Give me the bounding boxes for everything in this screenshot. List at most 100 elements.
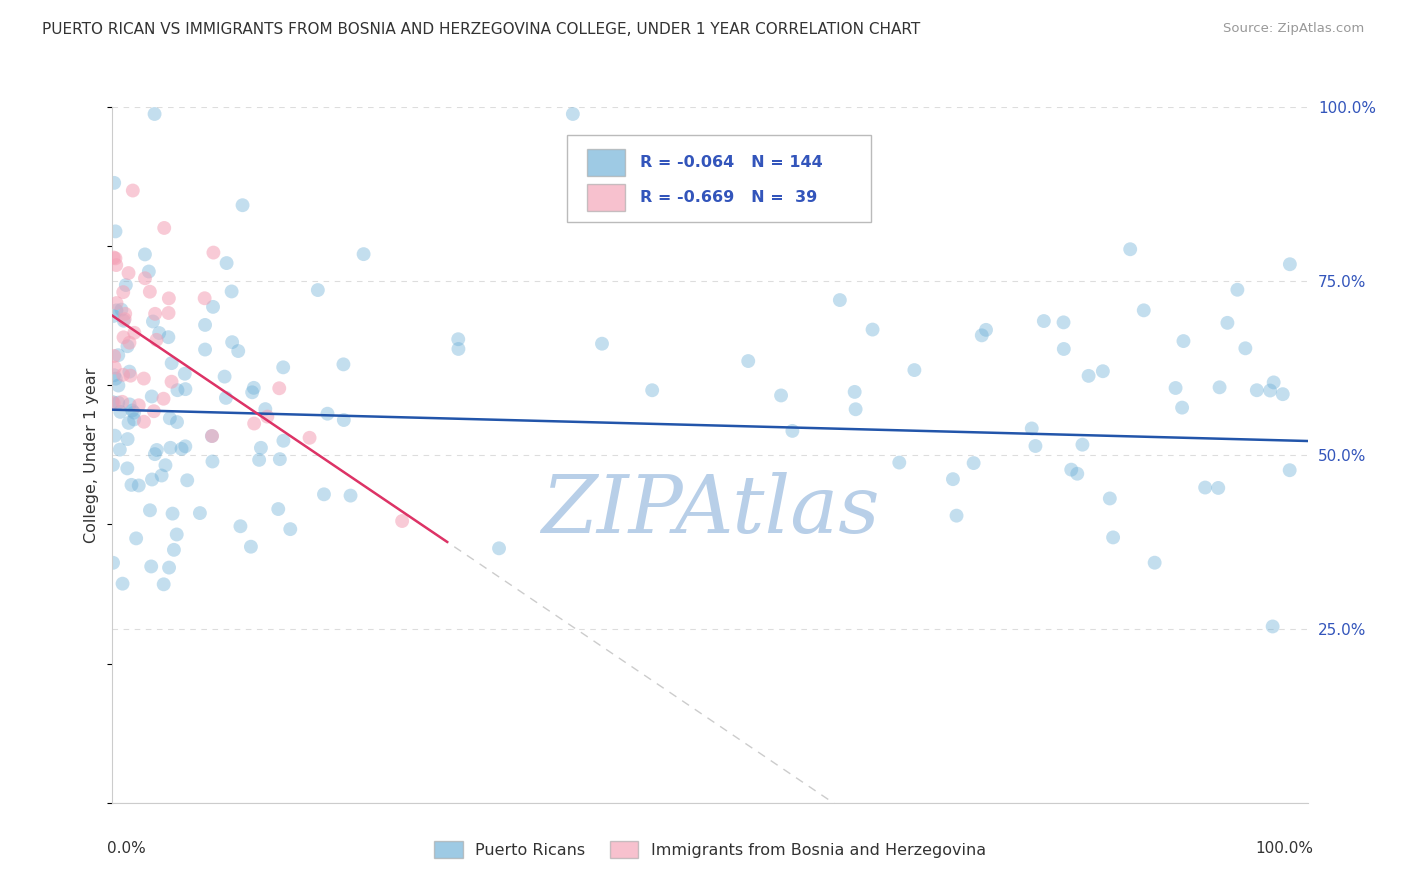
Point [110,405,132,419]
Point [226,344,249,359]
Text: R = -0.669   N =  39: R = -0.669 N = 39 [640,190,817,205]
Point [117,416,139,430]
Text: ZIPAtlas: ZIPAtlas [541,472,879,549]
Point [1234,341,1257,355]
Point [1032,314,1054,328]
Point [903,363,925,377]
Point [194,291,217,305]
Point [176,473,198,487]
Point [145,333,167,347]
Point [103,251,125,265]
Point [273,434,295,448]
Point [215,391,238,405]
Point [641,383,664,397]
Point [122,412,145,426]
Point [845,402,868,417]
Point [105,258,128,272]
Point [134,247,156,261]
Point [104,428,127,442]
Point [152,392,174,406]
Point [232,198,254,212]
Point [107,395,129,409]
Point [271,360,294,375]
Point [247,453,270,467]
Point [103,349,125,363]
Point [162,507,184,521]
Point [1278,463,1301,477]
Point [121,478,143,492]
Point [152,577,174,591]
Point [118,365,141,379]
Point [157,560,180,574]
Point [1258,384,1281,398]
Point [221,285,243,299]
Point [141,559,163,574]
Point [128,478,150,492]
Point [214,369,236,384]
Point [174,382,197,396]
Point [153,221,176,235]
Point [1053,342,1076,356]
Point [142,404,165,418]
FancyBboxPatch shape [586,185,626,211]
Point [138,264,160,278]
Point [1171,401,1194,415]
Point [561,107,583,121]
Point [159,441,181,455]
Point [974,323,997,337]
Point [101,458,124,472]
Point [1060,463,1083,477]
Point [141,389,163,403]
Point [160,375,183,389]
Point [1261,619,1284,633]
Point [333,413,356,427]
Point [150,468,173,483]
Point [782,424,804,438]
Point [828,293,851,307]
Point [1263,376,1285,390]
Point [120,368,142,383]
Point [945,508,967,523]
Point [1246,383,1268,397]
Point [103,396,125,410]
Point [591,336,613,351]
Point [862,322,884,336]
Point [243,381,266,395]
Point [202,300,225,314]
Point [108,442,131,457]
Point [107,348,129,362]
Point [307,283,329,297]
Point [112,330,135,344]
Point [163,542,186,557]
Point [1052,315,1074,329]
Point [117,339,139,353]
Point [146,442,169,457]
Point [1066,467,1088,481]
Point [107,378,129,392]
Point [332,357,354,371]
Point [221,335,243,350]
Point [1021,421,1043,435]
Point [101,395,124,409]
Point [1091,364,1114,378]
Point [166,383,188,397]
Point [1102,530,1125,544]
Point [844,384,866,399]
Point [124,326,146,340]
Point [112,314,135,328]
Point [564,181,586,195]
Point [1206,481,1229,495]
Point [942,472,965,486]
Point [316,407,339,421]
Point [132,415,155,429]
Text: Source: ZipAtlas.com: Source: ZipAtlas.com [1223,22,1364,36]
Point [240,385,263,400]
Point [278,522,301,536]
FancyBboxPatch shape [567,135,872,222]
Text: 100.0%: 100.0% [1256,841,1313,856]
Point [201,454,224,468]
Point [110,302,132,317]
Point [488,541,510,556]
Point [143,447,166,461]
Point [121,184,143,198]
